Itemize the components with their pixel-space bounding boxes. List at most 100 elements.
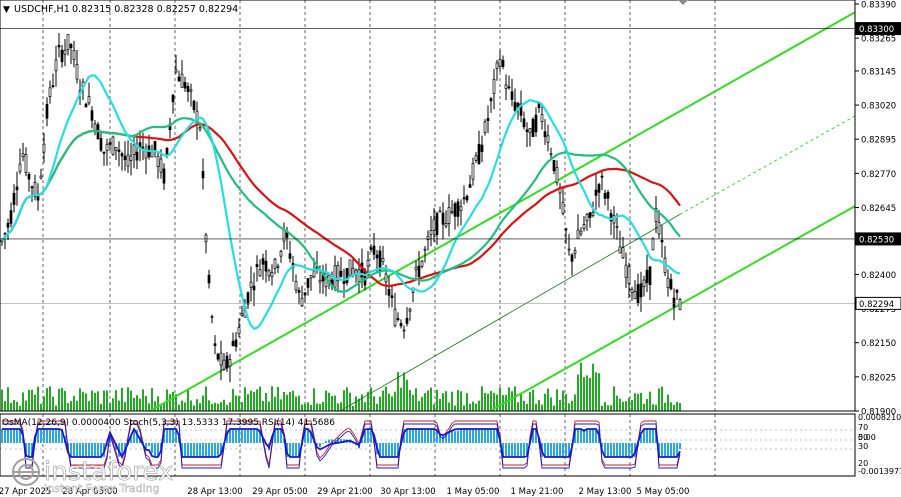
candle-body bbox=[30, 186, 34, 189]
candle-body bbox=[594, 189, 598, 196]
candle-body bbox=[240, 313, 244, 316]
price-tick-label: 0.83265 bbox=[861, 35, 896, 45]
candle-body bbox=[261, 258, 265, 265]
candle-body bbox=[12, 192, 16, 205]
candle-body bbox=[540, 114, 544, 123]
candle-body bbox=[570, 254, 574, 262]
candle-body bbox=[660, 240, 664, 243]
candle-body bbox=[171, 94, 175, 103]
candle-body bbox=[42, 143, 46, 153]
candle-body bbox=[393, 308, 397, 326]
candle-body bbox=[279, 251, 283, 257]
candle-body bbox=[108, 142, 112, 145]
candle-body bbox=[159, 158, 163, 173]
candle-body bbox=[141, 146, 145, 149]
candle-body bbox=[438, 210, 442, 213]
candle-body bbox=[63, 49, 67, 55]
candle-body bbox=[87, 96, 91, 104]
candle-body bbox=[135, 151, 139, 161]
candle-body bbox=[24, 154, 28, 173]
candle-body bbox=[234, 339, 238, 347]
candle-body bbox=[426, 235, 430, 241]
candle-body bbox=[624, 264, 628, 278]
price-level-box bbox=[855, 232, 901, 246]
candle-body bbox=[345, 268, 349, 283]
candle-body bbox=[0, 239, 4, 243]
time-label: 27 Apr 2025 bbox=[0, 487, 51, 497]
price-levels bbox=[0, 28, 855, 304]
candle-body bbox=[27, 174, 31, 180]
candle-body bbox=[348, 259, 352, 276]
price-tick-label: 0.82275 bbox=[861, 305, 896, 315]
candle-body bbox=[198, 127, 202, 130]
candle-body bbox=[645, 269, 649, 283]
instaforex-logo-icon bbox=[12, 458, 40, 486]
candle-body bbox=[33, 182, 37, 197]
candle-body bbox=[456, 201, 460, 217]
candle-body bbox=[642, 279, 646, 288]
candle-body bbox=[666, 277, 670, 288]
candle-body bbox=[585, 213, 589, 222]
candle-body bbox=[396, 318, 400, 320]
candle-body bbox=[588, 212, 592, 218]
candle-body bbox=[435, 212, 439, 235]
price-tick-label: 0.82025 bbox=[861, 373, 896, 383]
collapse-arrow-icon[interactable]: ▼ bbox=[3, 5, 10, 15]
candle-body bbox=[504, 84, 508, 89]
candle-body bbox=[441, 212, 445, 225]
candle-body bbox=[249, 281, 253, 288]
candle-body bbox=[213, 343, 217, 346]
candle-body bbox=[312, 270, 316, 278]
candle-body bbox=[507, 86, 511, 89]
candle-body bbox=[297, 290, 301, 293]
indicator-title: OsMA(12,26,9) 0.0000400 Stoch(5,3,3) 13.… bbox=[2, 418, 335, 428]
candle-body bbox=[633, 291, 637, 300]
time-label: 28 Apr 13:00 bbox=[187, 487, 242, 497]
candle-body bbox=[333, 265, 337, 288]
candle-body bbox=[549, 153, 553, 156]
candle-body bbox=[669, 279, 673, 290]
price-tick-label: 0.82400 bbox=[861, 271, 896, 281]
candle-body bbox=[555, 167, 559, 184]
price-tick-label: 0.83145 bbox=[861, 67, 896, 77]
candle-body bbox=[489, 98, 493, 102]
shift-marker-icon[interactable] bbox=[678, 0, 688, 5]
candle-body bbox=[60, 49, 64, 63]
ohlc-values: 0.82315 0.82328 0.82257 0.82294 bbox=[72, 4, 238, 15]
candle-body bbox=[132, 144, 136, 155]
candle-body bbox=[285, 232, 289, 238]
candle-body bbox=[561, 202, 565, 214]
candle-body bbox=[573, 250, 577, 254]
candle-body bbox=[372, 245, 376, 255]
price-tick-label: 0.82770 bbox=[861, 170, 896, 180]
candle-body bbox=[123, 155, 127, 161]
candle-body bbox=[342, 280, 346, 284]
candle-body bbox=[603, 193, 607, 199]
candle-body bbox=[180, 73, 184, 88]
candle-body bbox=[39, 175, 43, 179]
indicator-pane bbox=[1, 420, 681, 469]
candle-body bbox=[102, 151, 106, 154]
candle-body bbox=[264, 260, 268, 272]
ema-fast-line bbox=[1, 74, 681, 331]
candle-body bbox=[576, 229, 580, 239]
indicator-scale-label: 0.00082101 bbox=[858, 413, 901, 422]
candle-body bbox=[405, 317, 409, 324]
price-level-box bbox=[855, 296, 901, 310]
candle-body bbox=[381, 258, 385, 263]
candle-body bbox=[672, 297, 676, 308]
candle-body bbox=[492, 78, 496, 94]
channel-lower-line bbox=[489, 205, 856, 412]
candle-body bbox=[606, 191, 610, 199]
candle-body bbox=[129, 155, 133, 161]
candle-body bbox=[210, 316, 214, 319]
candle-body bbox=[93, 123, 97, 131]
channel-mid-extension bbox=[679, 115, 856, 215]
candle-body bbox=[444, 223, 448, 227]
candle-body bbox=[579, 230, 583, 235]
candle-body bbox=[15, 186, 19, 191]
trend-channel bbox=[149, 11, 856, 412]
candle-body bbox=[390, 295, 394, 299]
channel-upper-line bbox=[149, 11, 856, 412]
